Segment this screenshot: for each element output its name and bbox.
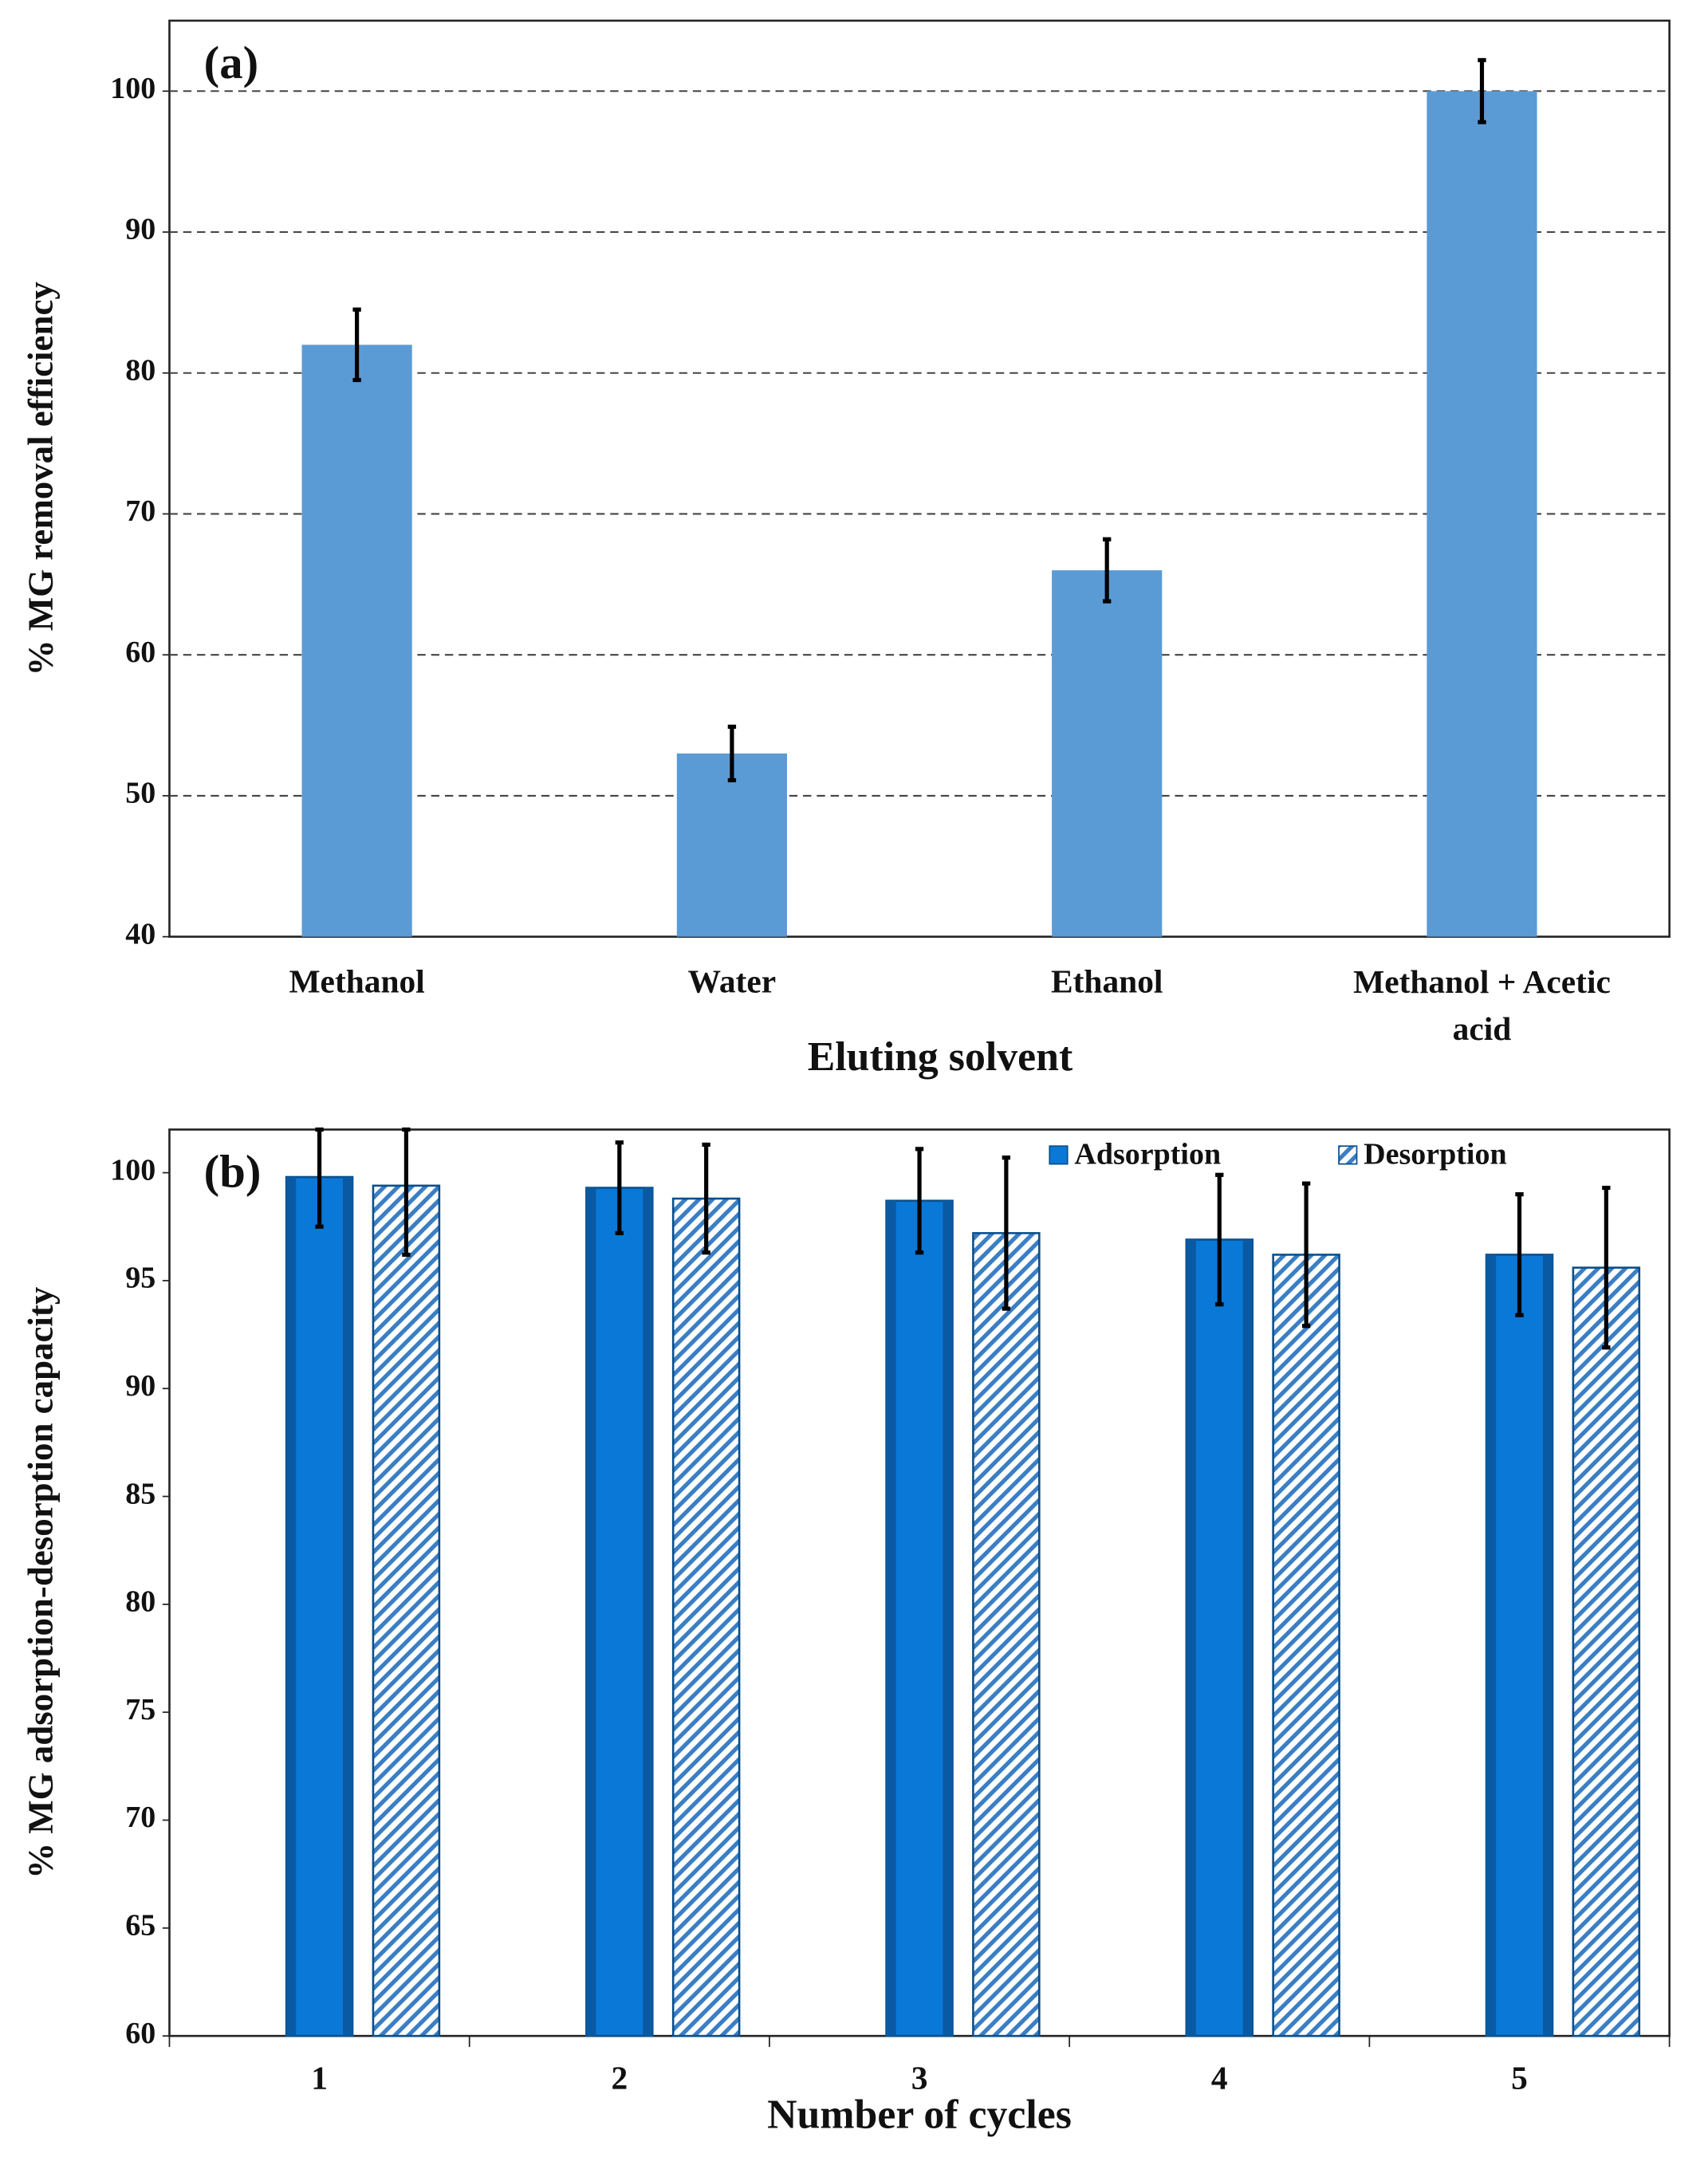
bar-edge — [643, 1187, 653, 2037]
bar — [585, 1187, 654, 2037]
panel-label: (b) — [204, 1146, 262, 1198]
x-axis-label: Number of cycles — [767, 2092, 1072, 2138]
y-tick-label: 95 — [125, 1262, 155, 1295]
bar-edge — [1242, 1239, 1253, 2037]
x-tick-label: 2 — [611, 2060, 628, 2096]
y-tick-label: 100 — [110, 1153, 155, 1187]
bar — [1427, 91, 1537, 937]
bar — [1052, 570, 1163, 937]
y-tick-label: 90 — [125, 213, 155, 246]
x-tick-label: 3 — [911, 2060, 928, 2096]
legend-label: Desorption — [1364, 1138, 1506, 1171]
y-tick-label: 60 — [125, 2017, 155, 2050]
bar — [372, 1184, 441, 2037]
y-tick-label: 65 — [125, 1909, 155, 1943]
bar — [1185, 1238, 1254, 2037]
bar — [671, 1197, 741, 2037]
y-tick-label: 70 — [125, 494, 155, 528]
y-tick-label: 40 — [125, 917, 155, 951]
x-tick-label: 1 — [311, 2060, 328, 2096]
plot-frame — [168, 19, 1671, 938]
y-tick-label: 90 — [125, 1369, 155, 1403]
bar — [1485, 1254, 1554, 2037]
bar — [285, 1175, 354, 2037]
legend-swatch — [1049, 1145, 1068, 1165]
y-tick-label: 80 — [125, 353, 155, 387]
bar — [972, 1232, 1041, 2037]
legend-swatch — [1338, 1145, 1358, 1165]
bar-edge — [1542, 1254, 1553, 2037]
y-tick-label: 60 — [125, 636, 155, 669]
bar — [301, 344, 412, 937]
y-tick-label: 50 — [125, 777, 155, 810]
y-tick-label: 80 — [125, 1585, 155, 1619]
bar-edge — [342, 1177, 353, 2037]
x-tick-label: Ethanol — [1051, 963, 1163, 1000]
bar — [1272, 1254, 1340, 2037]
y-axis-label: % MG removal efficiency — [21, 281, 61, 676]
bar — [1572, 1266, 1641, 2037]
bar-edge — [286, 1177, 297, 2037]
bar-edge — [1486, 1254, 1497, 2037]
bar-edge — [586, 1187, 596, 2037]
bar — [885, 1199, 954, 2037]
y-tick-label: 75 — [125, 1693, 155, 1726]
x-tick-label: 5 — [1511, 2060, 1528, 2096]
y-axis-label: % MG adsorption-desorption capacity — [21, 1286, 61, 1879]
y-tick-label: 70 — [125, 1801, 155, 1834]
bar-edge — [886, 1200, 896, 2037]
x-tick-label: Water — [688, 963, 776, 1000]
x-tick-label: Methanol + Acetic acid — [1353, 963, 1611, 1047]
legend-label: Adsorption — [1074, 1138, 1221, 1171]
bar — [676, 753, 788, 937]
x-tick-label: 4 — [1211, 2060, 1228, 2096]
x-axis-label: Eluting solvent — [808, 1034, 1073, 1080]
bar-edge — [1186, 1239, 1196, 2037]
y-tick-label: 85 — [125, 1477, 155, 1510]
panel-label: (a) — [204, 37, 258, 89]
x-tick-label: Methanol — [289, 963, 424, 1000]
bar-edge — [943, 1200, 953, 2037]
y-tick-label: 100 — [110, 72, 155, 105]
